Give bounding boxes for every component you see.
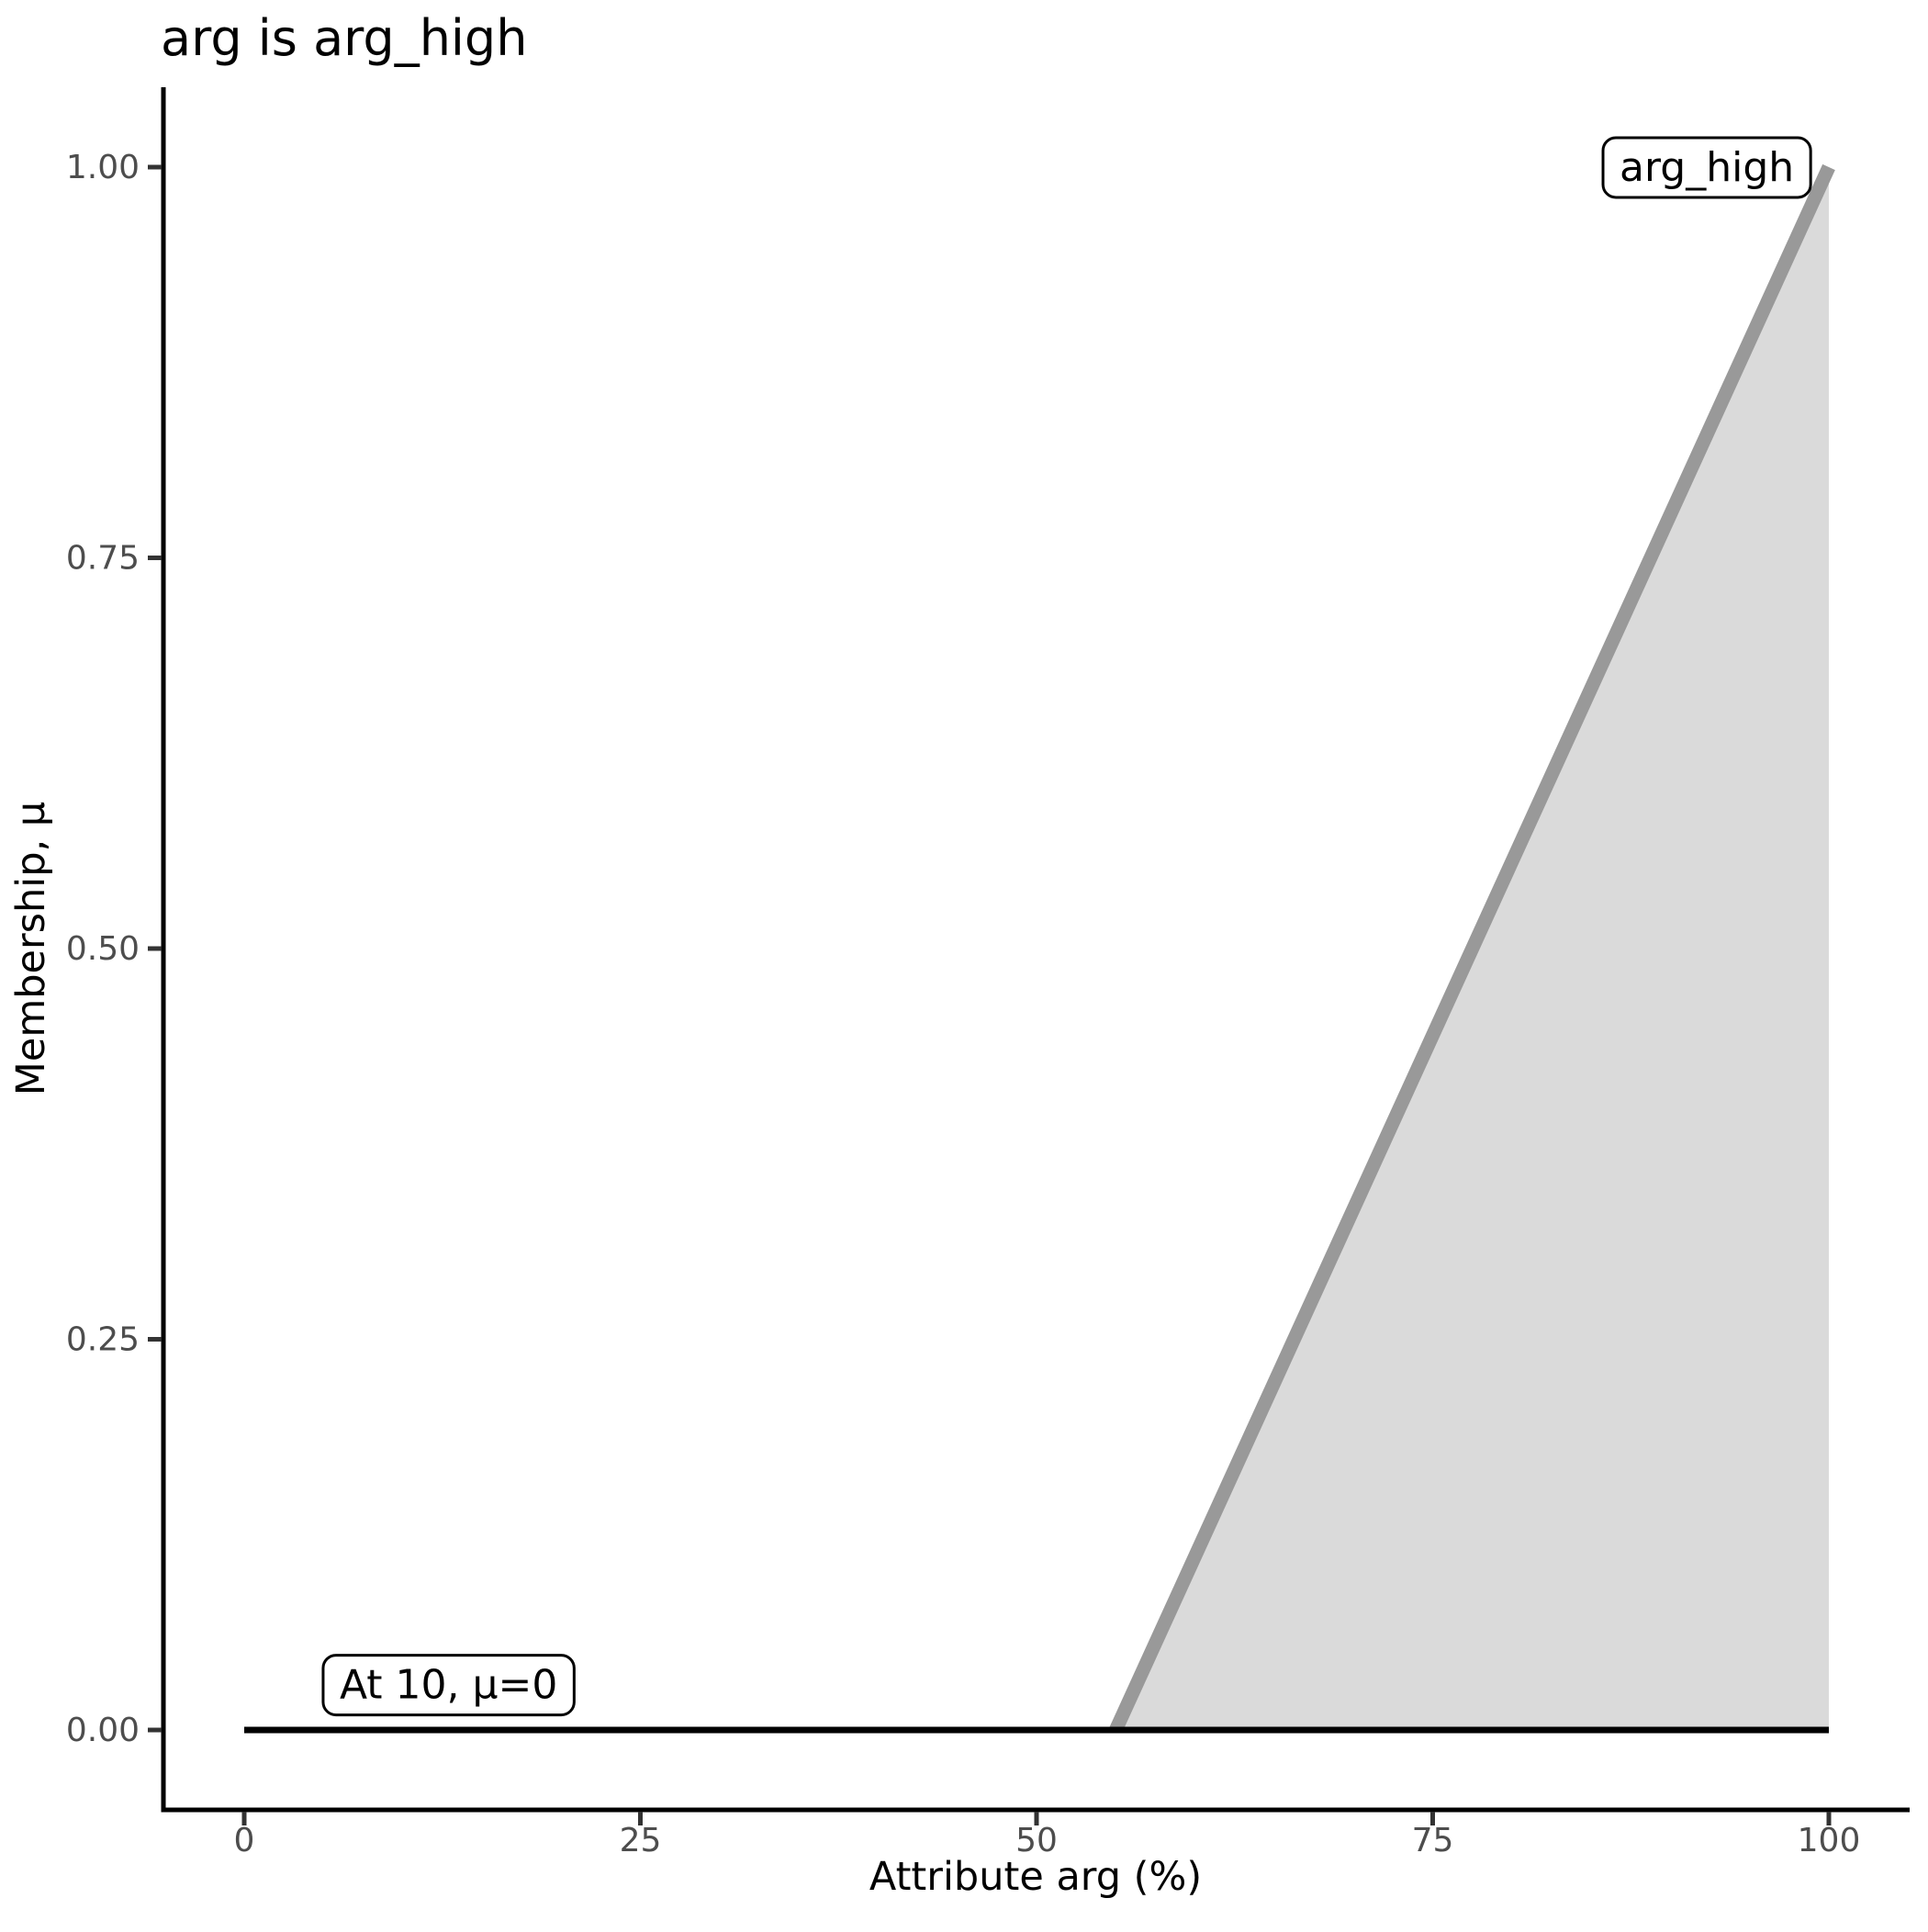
evaluation-label: At 10, μ=0 [321, 1654, 576, 1717]
x-tick-label: 75 [1412, 1822, 1454, 1859]
chart-title: arg is arg_high [161, 9, 527, 67]
y-axis-title: Membership, μ [8, 802, 54, 1095]
annotations-layer: arg_high At 10, μ=0 [321, 136, 1812, 1717]
x-tick-label: 25 [620, 1822, 662, 1859]
set-label-text: arg_high [1620, 144, 1794, 191]
x-tick-label: 0 [234, 1822, 255, 1859]
arg_high-line [1109, 163, 1835, 1734]
y-tick-label: 0.00 [66, 1712, 140, 1749]
set-label-box [1601, 136, 1812, 199]
y-tick-label: 0.75 [66, 540, 140, 578]
evaluation-label-box [321, 1654, 576, 1717]
evaluation-label-text: At 10, μ=0 [340, 1662, 557, 1709]
y-tick-label: 0.25 [66, 1321, 140, 1359]
y-tick-label: 0.50 [66, 930, 140, 968]
x-tick-label: 50 [1015, 1822, 1058, 1859]
series-layer [244, 163, 1835, 1734]
x-axis-title: Attribute arg (%) [869, 1854, 1202, 1900]
y-tick-label: 1.00 [66, 149, 140, 186]
titles-layer: arg is arg_high Attribute arg (%) Member… [8, 9, 1202, 1900]
x-tick-label: 100 [1798, 1822, 1861, 1859]
set-label: arg_high [1601, 136, 1812, 199]
axes-layer: 0 25 50 75 100 0.00 0.25 0.50 0.75 1.00 [66, 87, 1910, 1859]
